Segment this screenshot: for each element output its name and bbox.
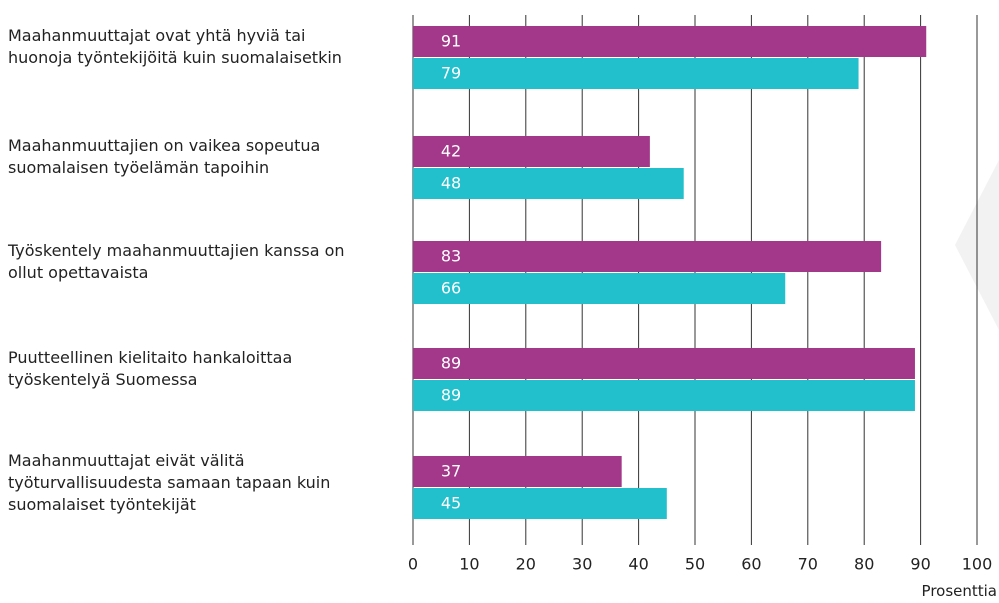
- x-tick-label: 80: [854, 555, 874, 574]
- category-label: Puutteellinen kielitaito hankaloittaa ty…: [8, 348, 293, 389]
- value-label: 48: [441, 174, 461, 193]
- value-label: 83: [441, 247, 461, 266]
- x-tick-label: 20: [516, 555, 536, 574]
- value-label: 91: [441, 32, 461, 51]
- x-tick-label: 90: [910, 555, 930, 574]
- x-tick-label: 40: [628, 555, 648, 574]
- bar: [413, 136, 650, 167]
- bar: [413, 456, 622, 487]
- value-label: 45: [441, 494, 461, 513]
- category-label: Työskentely maahanmuuttajien kanssa on o…: [8, 241, 345, 282]
- x-tick-label: 10: [459, 555, 479, 574]
- value-label: 66: [441, 279, 461, 298]
- category-label: Maahanmuuttajien on vaikea sopeutua suom…: [8, 136, 321, 177]
- bar: [413, 380, 915, 411]
- bar: [413, 168, 684, 199]
- x-tick-label: 30: [572, 555, 592, 574]
- category-label: Maahanmuuttajat eivät välitä työturvalli…: [8, 451, 331, 514]
- bar: [413, 348, 915, 379]
- bar: [413, 26, 927, 57]
- value-label: 89: [441, 386, 461, 405]
- value-label: 79: [441, 64, 461, 83]
- x-tick-label: 100: [962, 555, 993, 574]
- x-tick-label: 70: [798, 555, 818, 574]
- category-label: Maahanmuuttajat ovat yhtä hyviä tai huon…: [8, 26, 342, 67]
- x-tick-label: 50: [685, 555, 705, 574]
- x-tick-label: 60: [741, 555, 761, 574]
- bar: [413, 273, 786, 304]
- value-label: 89: [441, 354, 461, 373]
- x-axis-label: Prosenttia: [921, 582, 997, 600]
- value-label: 37: [441, 462, 461, 481]
- bar: [413, 488, 667, 519]
- x-tick-label: 0: [408, 555, 418, 574]
- value-label: 42: [441, 142, 461, 161]
- bar: [413, 241, 882, 272]
- bar: [413, 58, 859, 89]
